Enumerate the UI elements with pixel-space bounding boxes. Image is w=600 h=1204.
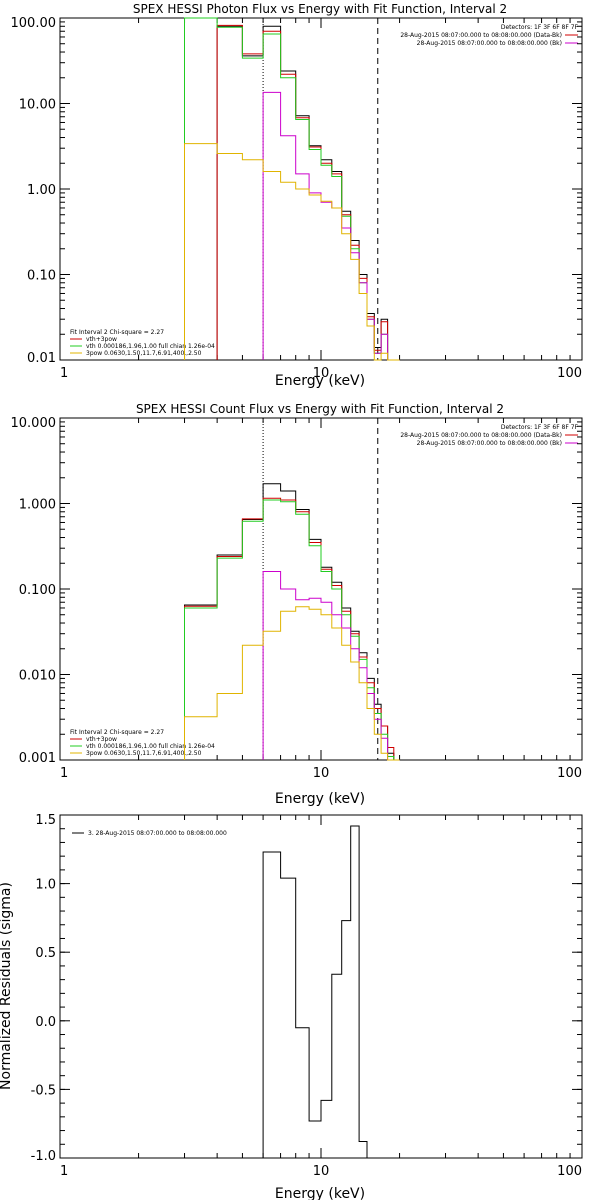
photon-flux-panel: SPEX HESSI Photon Flux vs Energy with Fi… (11, 2, 583, 389)
photon-flux-fit-legend-4: 3pow 0.0630,1.50,11.7,6.91,400.,2.50 (86, 350, 202, 357)
count-flux-series-yellow (184, 606, 400, 761)
residuals-panel: Energy (keV) Normalized Residuals (sigma… (0, 813, 583, 1202)
residuals-ylabel: Normalized Residuals (sigma) (0, 882, 14, 1090)
residuals-y-tick-label: 1.5 (35, 813, 56, 828)
photon-flux-header-line-2: 28-Aug-2015 08:07:00.000 to 08:08:00.000… (400, 32, 562, 39)
count-flux-header-line-2: 28-Aug-2015 08:07:00.000 to 08:08:00.000… (400, 432, 562, 439)
photon-flux-x-tick-label: 100 (557, 366, 582, 381)
photon-flux-x-tick-label: 10 (313, 366, 330, 381)
photon-flux-y-tick-label: 0.01 (27, 351, 56, 366)
photon-flux-y-tick-label: 100.00 (11, 16, 57, 31)
residuals-y-tick-label: 0.5 (35, 946, 56, 961)
photon-flux-header-line-3: 28-Aug-2015 08:07:00.000 to 08:08:00.000… (417, 40, 562, 47)
residuals-x-tick-label: 10 (313, 1164, 330, 1179)
photon-flux-series-yellow (184, 143, 400, 361)
photon-flux-title: SPEX HESSI Photon Flux vs Energy with Fi… (133, 2, 507, 16)
count-flux-y-tick-label: 1.000 (19, 498, 56, 513)
photon-flux-fit-legend-3: vth 0.000186,1.96,1.00 full chian 1.26e-… (86, 343, 215, 350)
residuals-y-tick-label: -1.0 (31, 1149, 56, 1164)
count-flux-header-line-3: 28-Aug-2015 08:07:00.000 to 08:08:00.000… (417, 440, 562, 447)
photon-flux-x-tick-label: 1 (60, 366, 68, 381)
count-flux-title: SPEX HESSI Count Flux vs Energy with Fit… (136, 402, 504, 416)
count-flux-header-line-1: Detectors: 1F 3F 6F 8F 7F (501, 424, 579, 431)
count-flux-fit-legend-1: Fit Interval 2 Chi-square = 2.27 (70, 729, 164, 736)
count-flux-fit-legend-4: 3pow 0.0630,1.50,11.7,6.91,400.,2.50 (86, 750, 202, 757)
residuals-series-black (262, 825, 378, 1159)
photon-flux-y-tick-label: 0.10 (27, 269, 56, 284)
count-flux-y-tick-label: 0.100 (19, 583, 56, 598)
photon-flux-header-line-1: Detectors: 1F 3F 6F 8F 7F (501, 24, 579, 31)
count-flux-series-red (184, 497, 400, 761)
count-flux-x-tick-label: 100 (557, 766, 582, 781)
count-flux-series-magenta (262, 571, 400, 761)
residuals-y-tick-label: 1.0 (35, 878, 56, 893)
photon-flux-xlabel: Energy (keV) (275, 373, 365, 389)
count-flux-y-tick-label: 10.000 (11, 416, 57, 431)
count-flux-y-tick-label: 0.010 (19, 669, 56, 684)
photon-flux-frame (59, 17, 583, 361)
count-flux-panel: SPEX HESSI Count Flux vs Energy with Fit… (11, 402, 583, 807)
count-flux-series-green (184, 499, 400, 761)
count-flux-fit-legend-2: vth+3pow (86, 736, 117, 743)
residuals-y-tick-label: -0.5 (31, 1083, 56, 1098)
residuals-xlabel: Energy (keV) (275, 1186, 365, 1200)
residuals-y-tick-label: 0.0 (35, 1015, 56, 1030)
photon-flux-series-black (216, 25, 400, 361)
residuals-legend-entry: 3. 28-Aug-2015 08:07:00.000 to 08:08:00.… (88, 830, 227, 837)
residuals-x-tick-label: 1 (60, 1164, 68, 1179)
count-flux-x-tick-label: 1 (60, 766, 68, 781)
count-flux-y-tick-label: 0.001 (19, 751, 56, 766)
count-flux-x-tick-label: 10 (313, 766, 330, 781)
photon-flux-series-magenta (262, 91, 400, 361)
photon-flux-fit-legend-1: Fit Interval 2 Chi-square = 2.27 (70, 329, 164, 336)
count-flux-fit-legend-3: vth 0.000186,1.96,1.00 full chian 1.26e-… (86, 743, 215, 750)
photon-flux-y-tick-label: 1.00 (27, 183, 56, 198)
count-flux-series-black (184, 483, 400, 761)
photon-flux-y-tick-label: 10.00 (19, 98, 56, 113)
count-flux-frame (59, 417, 583, 761)
photon-flux-fit-legend-2: vth+3pow (86, 336, 117, 343)
residuals-x-tick-label: 100 (557, 1164, 582, 1179)
photon-flux-series-red (216, 24, 400, 361)
count-flux-xlabel: Energy (keV) (275, 791, 365, 807)
